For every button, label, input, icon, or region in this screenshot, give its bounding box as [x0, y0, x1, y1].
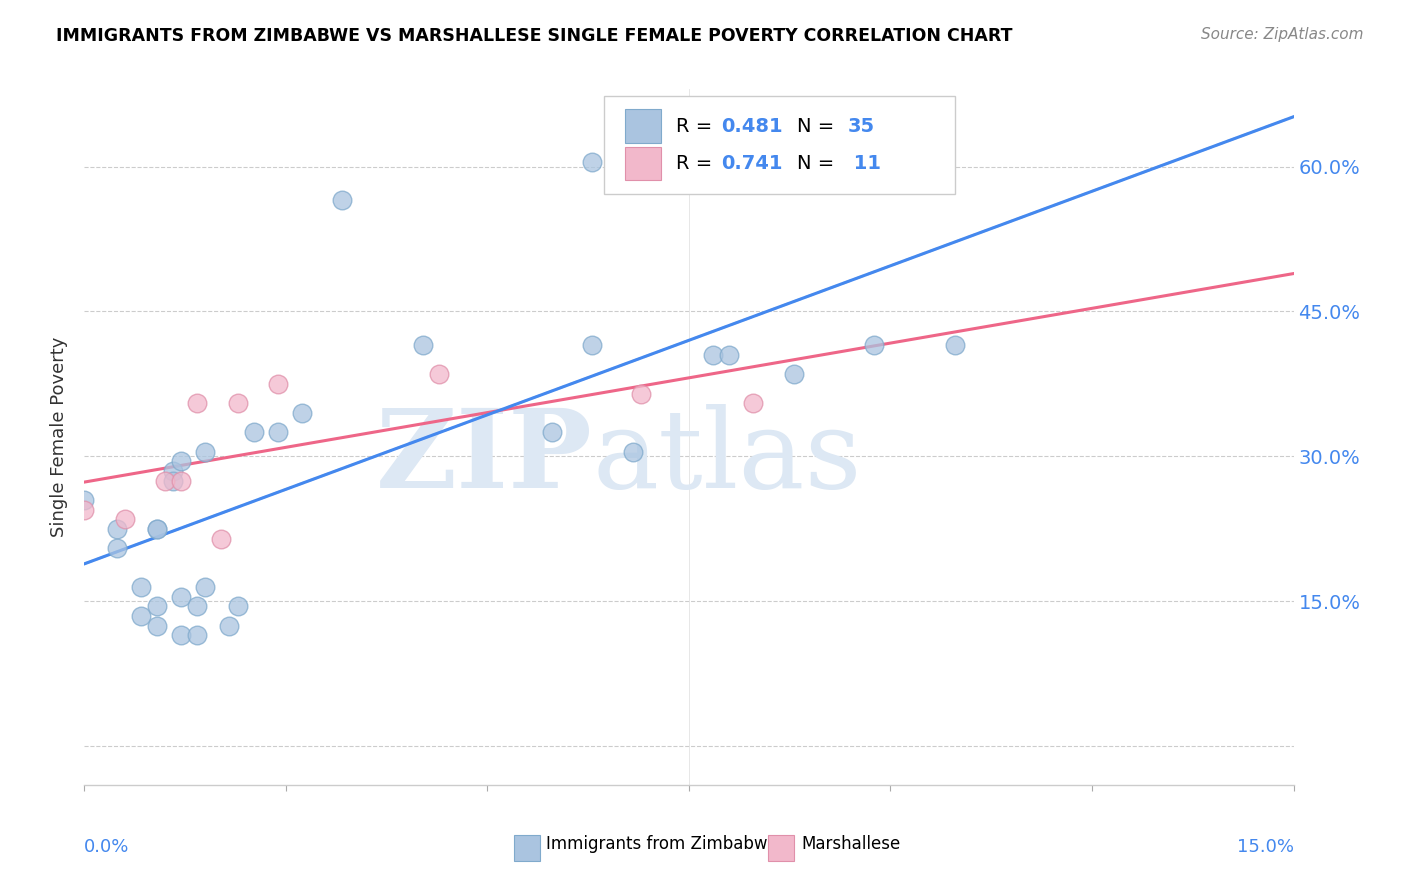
- Point: [162, 474, 184, 488]
- Text: Source: ZipAtlas.com: Source: ZipAtlas.com: [1201, 27, 1364, 42]
- Text: ZIP: ZIP: [375, 404, 592, 511]
- Point: [581, 338, 603, 352]
- Point: [267, 425, 290, 440]
- Point: [783, 368, 806, 382]
- Point: [170, 590, 193, 604]
- Text: 0.0%: 0.0%: [84, 838, 129, 856]
- Point: [267, 376, 290, 391]
- Point: [621, 444, 644, 458]
- Point: [146, 522, 169, 536]
- Point: [186, 599, 208, 614]
- Point: [742, 396, 765, 410]
- Point: [146, 599, 169, 614]
- Point: [105, 522, 128, 536]
- Point: [412, 338, 434, 352]
- Text: N =: N =: [797, 117, 839, 136]
- Bar: [768, 835, 794, 862]
- Text: N =: N =: [797, 154, 839, 173]
- Point: [291, 406, 314, 420]
- Point: [702, 348, 724, 362]
- Point: [194, 580, 217, 594]
- Point: [194, 444, 217, 458]
- Point: [170, 474, 193, 488]
- Text: Immigrants from Zimbabwe: Immigrants from Zimbabwe: [547, 835, 778, 853]
- Point: [242, 425, 264, 440]
- Point: [186, 396, 208, 410]
- Point: [105, 541, 128, 556]
- FancyBboxPatch shape: [605, 96, 955, 194]
- Point: [943, 338, 966, 352]
- Text: 11: 11: [848, 154, 882, 173]
- Point: [129, 608, 152, 623]
- Bar: [624, 147, 661, 180]
- Text: atlas: atlas: [592, 404, 862, 511]
- Point: [186, 628, 208, 642]
- Point: [226, 599, 249, 614]
- Point: [209, 532, 232, 546]
- Point: [863, 338, 886, 352]
- Point: [218, 618, 240, 632]
- Y-axis label: Single Female Poverty: Single Female Poverty: [51, 337, 69, 537]
- Point: [73, 492, 96, 507]
- Text: Marshallese: Marshallese: [801, 835, 901, 853]
- Point: [226, 396, 249, 410]
- Point: [170, 628, 193, 642]
- Point: [541, 425, 564, 440]
- Point: [153, 474, 176, 488]
- Point: [114, 512, 136, 526]
- Text: R =: R =: [676, 154, 718, 173]
- Text: 0.481: 0.481: [721, 117, 783, 136]
- Text: IMMIGRANTS FROM ZIMBABWE VS MARSHALLESE SINGLE FEMALE POVERTY CORRELATION CHART: IMMIGRANTS FROM ZIMBABWE VS MARSHALLESE …: [56, 27, 1012, 45]
- Point: [630, 386, 652, 401]
- Bar: [624, 110, 661, 143]
- Point: [162, 464, 184, 478]
- Point: [718, 348, 741, 362]
- Text: 0.741: 0.741: [721, 154, 783, 173]
- Point: [146, 618, 169, 632]
- Point: [129, 580, 152, 594]
- Bar: [513, 835, 540, 862]
- Point: [330, 194, 353, 208]
- Point: [581, 154, 603, 169]
- Point: [170, 454, 193, 468]
- Point: [73, 502, 96, 516]
- Point: [605, 154, 627, 169]
- Point: [146, 522, 169, 536]
- Text: R =: R =: [676, 117, 718, 136]
- Text: 15.0%: 15.0%: [1236, 838, 1294, 856]
- Text: 35: 35: [848, 117, 875, 136]
- Point: [427, 368, 450, 382]
